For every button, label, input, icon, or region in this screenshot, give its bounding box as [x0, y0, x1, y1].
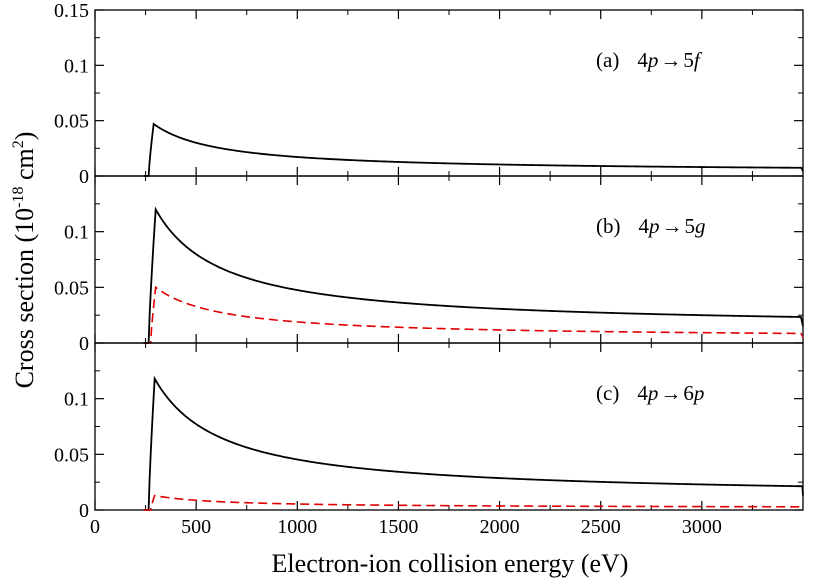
x-tick-label: 500 [181, 516, 211, 538]
y-tick-label: 0.1 [64, 55, 89, 77]
y-tick-label: 0 [79, 333, 89, 355]
panel-letter: (b) [596, 214, 621, 238]
panel-a: 0 0.05 0.1 0.15 (a) 4p→5f [54, 0, 804, 188]
panel-c: 00.050.1 (c) 4p→6p [54, 342, 804, 522]
x-tick-label: 3000 [682, 516, 722, 538]
transition-to-orbital: g [695, 214, 706, 238]
y-axis-title-close: ) [10, 132, 39, 141]
transition-to: 5 [683, 48, 694, 72]
panel-letter: (a) [596, 48, 619, 72]
panel-b-frame [94, 175, 804, 344]
y-tick-label: 0.1 [64, 389, 89, 411]
x-tick-label: 2000 [480, 516, 520, 538]
transition-from: 4 [637, 381, 648, 405]
x-tick-label: 1000 [277, 516, 317, 538]
transition-from-orbital: p [646, 381, 659, 405]
x-tick-label: 0 [90, 516, 100, 538]
transition-to-orbital: f [694, 48, 703, 72]
y-axis-title-exponent: -18 [10, 187, 27, 208]
panel-letter: (c) [596, 381, 619, 405]
transition-to: 5 [685, 214, 696, 238]
panel-b-label: (b) 4p→5g [596, 214, 706, 238]
series-line-b-solid [143, 206, 804, 344]
transition-arrow: → [660, 48, 681, 72]
x-axis-title: Electron-ion collision energy (eV) [272, 549, 629, 578]
series-line-b-dashed [143, 285, 804, 344]
y-axis-title-main: Cross section (10 [10, 208, 39, 389]
transition-arrow: → [660, 381, 681, 405]
y-tick-label: 0.05 [54, 444, 89, 466]
y-tick-label: 0 [79, 500, 89, 522]
x-tick-label: 2500 [581, 516, 621, 538]
transition-from: 4 [637, 48, 648, 72]
series-line-c-dashed [143, 494, 804, 511]
transition-arrow: → [662, 214, 683, 238]
y-tick-label: 0.15 [54, 0, 89, 22]
y-axis-title: Cross section (10-18 cm2) [10, 132, 39, 389]
y-tick-label: 0.05 [54, 277, 89, 299]
panel-c-label: (c) 4p→6p [596, 381, 704, 405]
transition-from-orbital: p [646, 48, 659, 72]
y-axis-title-unit-exponent: 2 [10, 140, 27, 148]
series-line-c-solid [143, 375, 804, 511]
panel-b: 0 0.05 0.1 (b) 4p→5g [54, 175, 804, 355]
transition-from: 4 [639, 214, 650, 238]
y-tick-label: 0 [79, 166, 89, 188]
y-axis-title-unit: cm [10, 148, 39, 186]
y-tick-label: 0.1 [64, 222, 89, 244]
y-tick-label: 0.05 [54, 111, 89, 133]
panel-a-frame [94, 9, 804, 177]
transition-to: 6 [683, 381, 694, 405]
panel-a-label: (a) 4p→5f [596, 48, 703, 72]
transition-from-orbital: p [647, 214, 660, 238]
x-axis: 0 500 1000 1500 2000 2500 3000 [90, 516, 722, 538]
transition-to-orbital: p [692, 381, 705, 405]
x-tick-label: 1500 [378, 516, 418, 538]
series-line-a-solid [143, 122, 804, 177]
